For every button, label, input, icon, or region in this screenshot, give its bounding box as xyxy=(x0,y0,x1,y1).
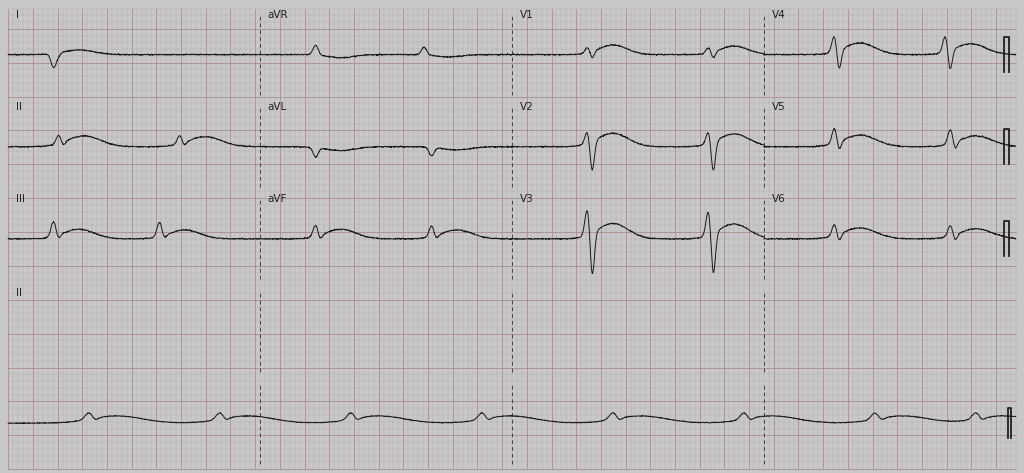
Text: V2: V2 xyxy=(519,102,534,112)
Text: I: I xyxy=(15,10,18,20)
Text: III: III xyxy=(15,194,25,204)
Text: V3: V3 xyxy=(519,194,534,204)
Text: aVR: aVR xyxy=(267,10,289,20)
Text: II: II xyxy=(15,102,22,112)
Text: V6: V6 xyxy=(771,194,785,204)
Text: aVF: aVF xyxy=(267,194,287,204)
Text: V4: V4 xyxy=(771,10,785,20)
Text: V1: V1 xyxy=(519,10,534,20)
Text: aVL: aVL xyxy=(267,102,287,112)
Text: II: II xyxy=(15,288,22,298)
Text: V5: V5 xyxy=(771,102,785,112)
